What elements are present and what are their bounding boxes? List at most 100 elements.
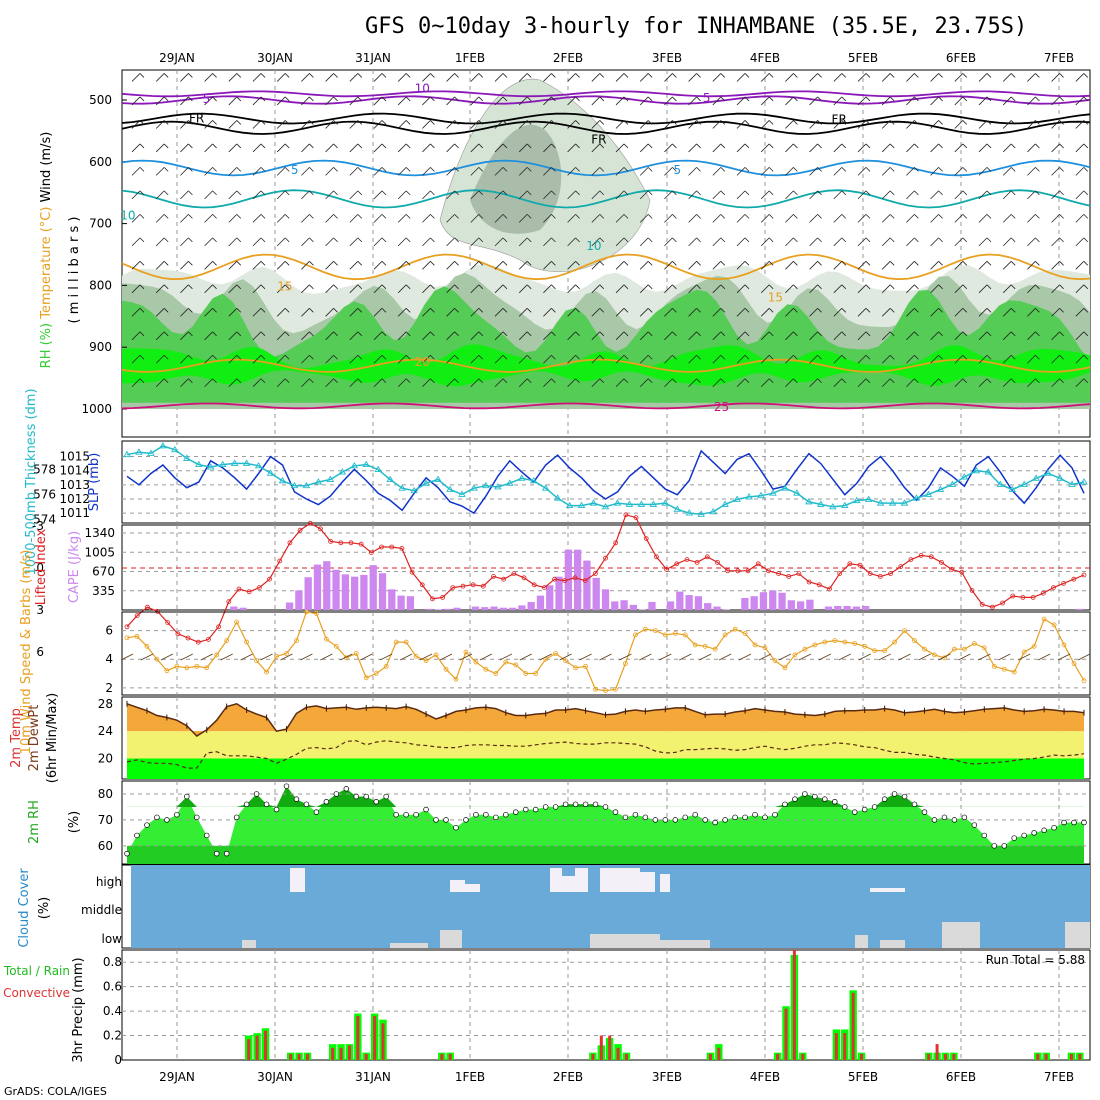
wind-barb xyxy=(688,120,697,129)
cape-bar xyxy=(824,606,833,610)
wind-barb xyxy=(155,354,165,364)
wind-barb xyxy=(914,354,919,360)
thickness-point xyxy=(350,461,359,469)
wind-barb xyxy=(212,284,217,290)
y-tick-label-right: 1013 xyxy=(59,478,90,492)
wind-barb xyxy=(228,96,238,106)
wind-barb xyxy=(696,73,701,78)
contour-line xyxy=(121,358,1091,373)
wind-barb xyxy=(962,214,968,219)
wind-barb xyxy=(760,284,770,294)
dewpoint-line xyxy=(126,740,1085,769)
thickness-point xyxy=(1008,485,1017,492)
wind-barb xyxy=(696,354,701,360)
wind-barb xyxy=(494,73,504,82)
thickness-point xyxy=(278,476,287,484)
rh-point xyxy=(1021,832,1027,839)
wind-barb xyxy=(543,308,552,317)
wind-barb xyxy=(575,261,580,266)
wind-speed-point xyxy=(134,633,140,639)
wind-barb xyxy=(906,237,915,247)
contour-label: 5 xyxy=(291,163,299,177)
thickness-point xyxy=(757,491,765,499)
wind-barb xyxy=(567,237,576,247)
rh-high xyxy=(127,786,1084,807)
wind-barb xyxy=(720,261,726,266)
li-point xyxy=(613,540,619,546)
wind-barb xyxy=(236,378,242,384)
li-point xyxy=(888,571,893,576)
wind-barb xyxy=(833,378,843,388)
li-point xyxy=(389,544,395,550)
wind-barb xyxy=(236,237,242,243)
wind-barb xyxy=(260,308,266,313)
cape-bar xyxy=(481,607,489,610)
wind-barb xyxy=(1083,354,1089,360)
wind-speed-point xyxy=(872,648,878,654)
y-tick-label-left: 576 xyxy=(33,487,56,501)
wind-barb-10m xyxy=(878,653,891,661)
wind-barb xyxy=(252,167,262,176)
wind-barb xyxy=(163,354,169,360)
thickness-point xyxy=(1032,474,1040,481)
wind-barb xyxy=(309,237,314,243)
wind-speed-point xyxy=(842,639,848,645)
wind-barb xyxy=(664,237,673,247)
cape-bar xyxy=(471,606,480,610)
wind-barb xyxy=(430,73,435,78)
wind-speed-point xyxy=(613,686,618,692)
wind-barb xyxy=(567,331,576,341)
cloud-high-block xyxy=(575,868,588,892)
wind-barb xyxy=(446,120,455,129)
wind-barb xyxy=(623,284,629,290)
wind-barb xyxy=(857,143,867,153)
wind-barb xyxy=(575,331,580,337)
wind-barb xyxy=(954,167,964,176)
wind-barb xyxy=(422,284,431,294)
wind-barb xyxy=(333,308,338,313)
wind-barb xyxy=(906,167,915,176)
rh-point xyxy=(692,811,698,818)
wind-barb xyxy=(373,237,383,247)
wind-speed-point xyxy=(772,658,778,664)
wind-barb xyxy=(212,331,217,337)
li-point xyxy=(531,582,537,588)
cape-bar xyxy=(843,605,851,610)
li-point xyxy=(307,520,313,526)
cape-bar xyxy=(694,596,703,610)
wind-barb xyxy=(204,261,213,270)
wind-barb xyxy=(833,237,843,247)
wind-barb xyxy=(163,378,169,384)
li-point xyxy=(318,526,323,532)
wind-barb xyxy=(543,96,552,106)
rh-point xyxy=(752,811,758,818)
wind-barb xyxy=(865,120,871,125)
wind-barb xyxy=(518,120,528,129)
wind-barb xyxy=(768,214,774,219)
wind-barb xyxy=(615,167,625,176)
wind-barb xyxy=(639,284,649,294)
wind-barb xyxy=(1010,331,1016,337)
thickness-point xyxy=(218,460,227,468)
wind-barb xyxy=(809,214,818,223)
wind-barb xyxy=(962,237,968,243)
wind-barb xyxy=(526,214,532,219)
wind-barb xyxy=(131,354,141,364)
wind-barb xyxy=(397,378,407,388)
wind-barb xyxy=(881,308,891,317)
panel-thickness-slp: 101110121013101410155745765781000-500mb … xyxy=(24,388,1091,576)
wind-barb xyxy=(551,96,556,102)
wind-barb xyxy=(857,237,867,247)
wind-barb xyxy=(647,120,653,125)
cape-bar xyxy=(592,577,600,610)
wind-barb xyxy=(906,120,915,129)
wind-barb xyxy=(333,378,338,384)
wind-speed-point xyxy=(383,663,389,669)
wind-barb xyxy=(567,261,576,270)
rh-point xyxy=(243,801,250,808)
cloud-low-block xyxy=(440,930,462,948)
wind-barb xyxy=(914,214,919,219)
wind-barb xyxy=(768,120,774,125)
wind-barb xyxy=(131,308,141,317)
wind-barb xyxy=(373,167,383,176)
